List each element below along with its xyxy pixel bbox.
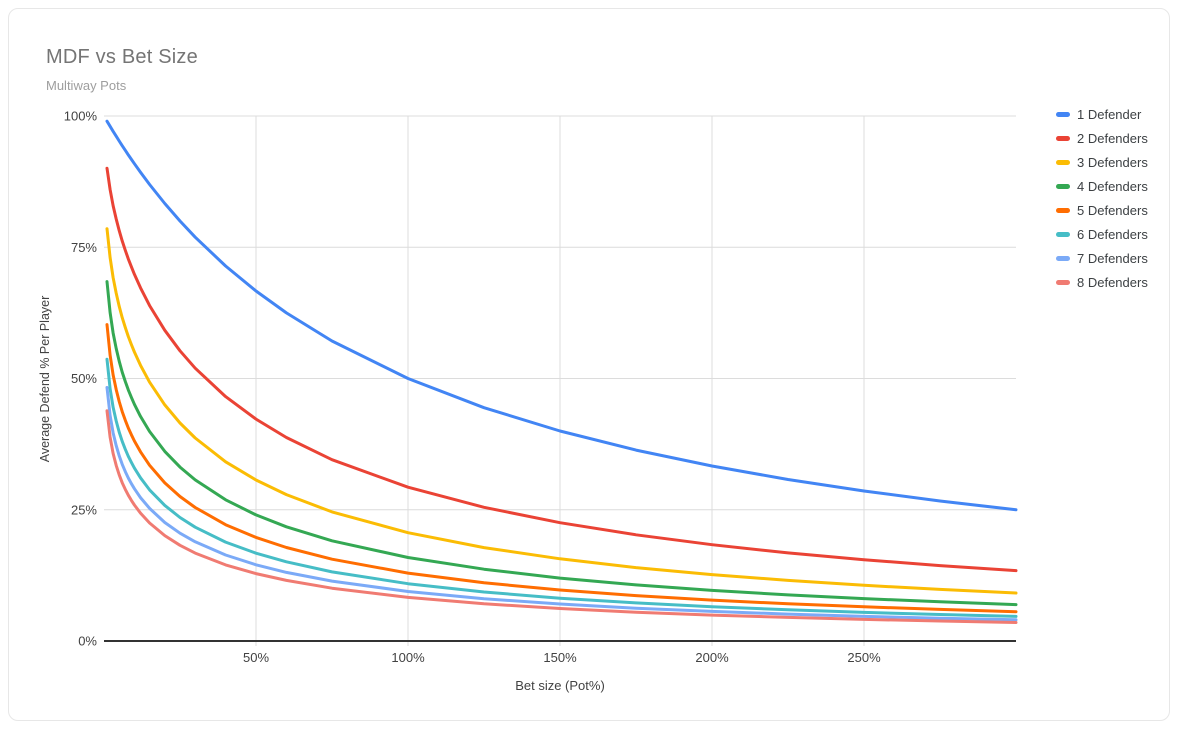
legend-label: 2 Defenders xyxy=(1077,130,1148,146)
x-tick-label: 200% xyxy=(695,650,729,665)
legend-label: 1 Defender xyxy=(1077,106,1142,122)
legend-swatch-icon xyxy=(1056,279,1070,285)
legend-item: 5 Defenders xyxy=(1056,198,1148,222)
x-tick-label: 50% xyxy=(243,650,269,665)
series-line-4-defenders xyxy=(105,280,1018,607)
legend-label: 4 Defenders xyxy=(1077,178,1148,194)
legend-item: 8 Defenders xyxy=(1056,270,1148,294)
legend-item: 4 Defenders xyxy=(1056,174,1148,198)
y-tick-label: 50% xyxy=(71,371,97,386)
legend-item: 7 Defenders xyxy=(1056,246,1148,270)
chart-card: MDF vs Bet Size Multiway Pots xyxy=(8,8,1170,721)
legend-item: 1 Defender xyxy=(1056,102,1148,126)
chart-title: MDF vs Bet Size xyxy=(46,46,198,68)
legend-item: 3 Defenders xyxy=(1056,150,1148,174)
series-line-6-defenders xyxy=(105,357,1018,618)
legend-label: 6 Defenders xyxy=(1077,226,1148,242)
y-tick-label: 75% xyxy=(71,240,97,255)
y-tick-label: 100% xyxy=(64,109,98,124)
x-tick-label: 150% xyxy=(543,650,577,665)
series-line-2-defenders xyxy=(105,166,1018,573)
y-tick-label: 25% xyxy=(71,502,97,517)
legend-label: 3 Defenders xyxy=(1077,154,1148,170)
legend-swatch-icon xyxy=(1056,207,1070,213)
x-tick-label: 250% xyxy=(847,650,881,665)
series-line-5-defenders xyxy=(105,323,1018,614)
legend-item: 6 Defenders xyxy=(1056,222,1148,246)
legend-item: 2 Defenders xyxy=(1056,126,1148,150)
series-line-7-defenders xyxy=(105,386,1018,622)
y-axis-title: Average Defend % Per Player xyxy=(38,295,52,463)
x-axis-title: Bet size (Pot%) xyxy=(515,678,605,693)
legend-swatch-icon xyxy=(1056,111,1070,117)
legend-swatch-icon xyxy=(1056,159,1070,165)
series-line-3-defenders xyxy=(105,227,1018,595)
legend-swatch-icon xyxy=(1056,255,1070,261)
series-line-1-defender xyxy=(105,119,1018,512)
chart-subtitle: Multiway Pots xyxy=(46,78,127,93)
legend-swatch-icon xyxy=(1056,183,1070,189)
y-tick-label: 0% xyxy=(78,634,97,649)
legend-swatch-icon xyxy=(1056,135,1070,141)
legend-label: 7 Defenders xyxy=(1077,250,1148,266)
legend: 1 Defender 2 Defenders 3 Defenders 4 Defend… xyxy=(1056,102,1148,294)
x-tick-label: 100% xyxy=(391,650,425,665)
legend-swatch-icon xyxy=(1056,231,1070,237)
series-line-8-defenders xyxy=(105,409,1018,624)
legend-label: 8 Defenders xyxy=(1077,274,1148,290)
legend-label: 5 Defenders xyxy=(1077,202,1148,218)
